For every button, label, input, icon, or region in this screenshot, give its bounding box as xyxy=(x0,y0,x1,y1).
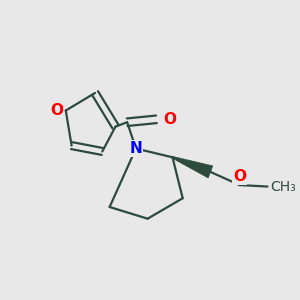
Text: CH₃: CH₃ xyxy=(270,179,296,194)
Text: O: O xyxy=(50,103,63,118)
Text: O: O xyxy=(164,112,177,127)
Polygon shape xyxy=(172,157,213,178)
Text: N: N xyxy=(130,141,142,156)
Text: O: O xyxy=(233,169,246,184)
